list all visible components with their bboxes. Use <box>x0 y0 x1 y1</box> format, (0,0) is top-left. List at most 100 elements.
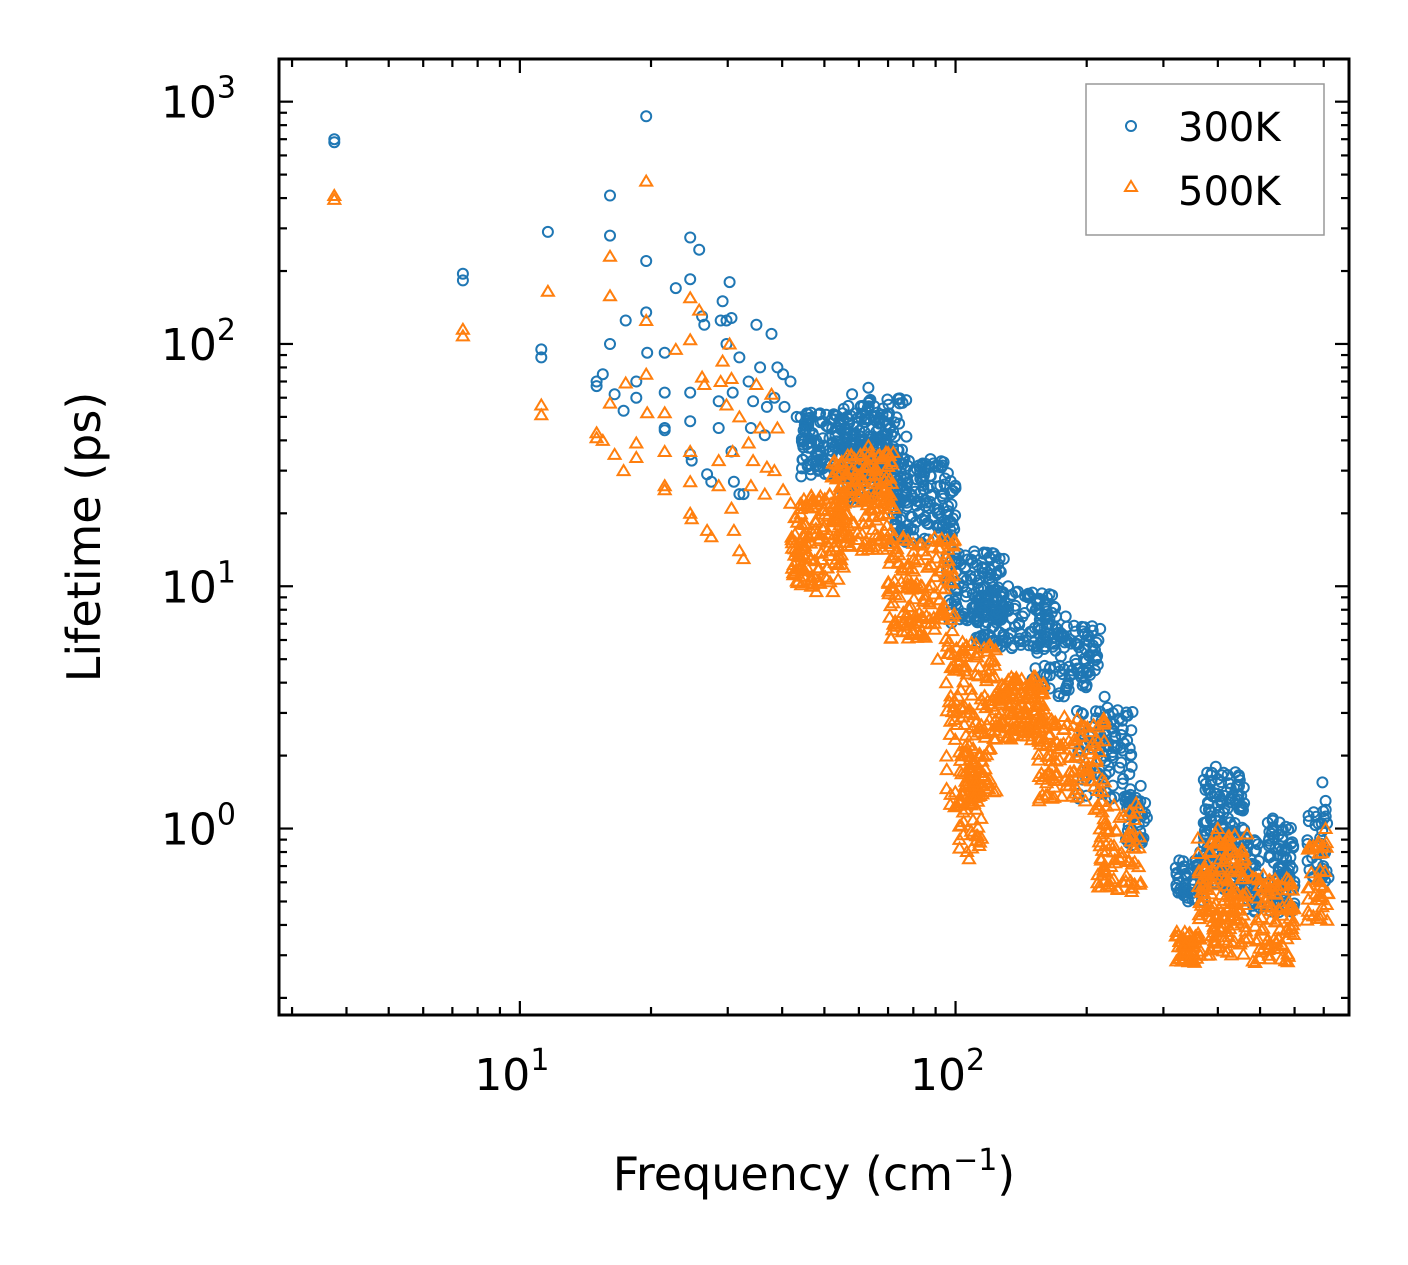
data-point <box>893 397 906 410</box>
data-point <box>888 430 901 443</box>
data-point <box>1118 873 1134 887</box>
data-point <box>769 420 786 434</box>
data-point <box>987 642 1004 656</box>
data-point <box>604 189 616 202</box>
data-point <box>1234 844 1251 858</box>
data-point <box>914 543 930 557</box>
data-point <box>723 371 740 384</box>
data-point <box>1060 773 1077 787</box>
data-point <box>1058 636 1071 649</box>
data-point <box>1214 896 1231 909</box>
data-point <box>909 613 925 627</box>
data-point <box>1018 720 1035 734</box>
data-point <box>852 432 865 445</box>
data-point <box>799 497 815 511</box>
data-point <box>656 405 673 419</box>
data-point <box>996 679 1013 693</box>
data-point <box>986 653 1002 666</box>
data-point <box>742 375 755 388</box>
data-point <box>1303 865 1320 879</box>
data-point <box>796 529 812 543</box>
data-point <box>906 551 922 565</box>
data-point <box>1235 892 1251 906</box>
data-point <box>1023 732 1040 746</box>
data-point <box>805 406 818 419</box>
data-point <box>939 532 956 546</box>
data-point <box>705 475 718 488</box>
data-point <box>971 762 988 776</box>
data-point <box>936 459 949 472</box>
data-point <box>691 302 707 316</box>
data-point <box>846 388 859 401</box>
data-point <box>1265 874 1281 888</box>
data-point <box>1034 623 1046 636</box>
data-point <box>1107 855 1124 869</box>
data-point <box>640 110 653 123</box>
data-point <box>963 635 980 648</box>
data-point <box>684 415 697 428</box>
data-point <box>974 602 987 615</box>
data-point <box>965 812 981 826</box>
data-point <box>881 555 898 569</box>
data-point <box>696 377 713 390</box>
data-point <box>971 719 987 733</box>
data-point <box>1127 805 1144 819</box>
data-point <box>1096 815 1113 829</box>
data-point <box>1248 933 1264 947</box>
data-point <box>766 463 783 477</box>
data-point <box>994 677 1010 691</box>
data-point <box>796 516 813 529</box>
data-point <box>1280 882 1297 896</box>
data-point <box>1061 749 1078 763</box>
data-point <box>882 598 899 612</box>
data-point <box>863 502 880 516</box>
data-point <box>942 786 959 800</box>
data-point <box>1223 947 1240 961</box>
data-point <box>998 630 1011 643</box>
data-point <box>1000 730 1016 744</box>
data-point <box>1255 867 1272 881</box>
data-point <box>880 458 896 472</box>
data-point <box>883 630 899 644</box>
data-point <box>782 495 799 509</box>
data-point <box>1227 845 1244 858</box>
data-point <box>712 395 725 408</box>
data-point <box>904 561 920 575</box>
data-point <box>931 592 948 606</box>
data-point <box>905 543 922 557</box>
data-point <box>1065 764 1082 778</box>
data-point <box>836 495 853 509</box>
data-point <box>757 486 773 500</box>
data-point <box>326 188 343 201</box>
data-point <box>1280 852 1293 865</box>
data-point <box>1276 830 1289 843</box>
data-point <box>735 551 752 565</box>
data-point <box>984 552 997 565</box>
data-point <box>937 519 949 532</box>
data-point <box>871 447 888 461</box>
data-point <box>873 492 890 506</box>
data-point <box>1080 681 1092 694</box>
data-point <box>1192 943 1209 957</box>
data-point <box>1005 671 1022 685</box>
data-point <box>1261 947 1277 961</box>
data-point <box>833 479 849 493</box>
data-point <box>1183 949 1199 963</box>
data-point <box>933 519 946 532</box>
data-point <box>1223 911 1240 925</box>
data-point <box>939 762 955 776</box>
data-point <box>898 606 915 620</box>
data-point <box>945 498 958 511</box>
data-point <box>1270 940 1286 954</box>
data-point <box>1055 735 1072 749</box>
data-point <box>854 400 867 413</box>
data-point <box>972 590 984 603</box>
y-tick-label: 102 <box>161 313 236 371</box>
data-point <box>588 430 605 444</box>
data-point <box>1043 759 1060 773</box>
data-point <box>869 410 882 423</box>
data-point <box>850 471 867 485</box>
data-point <box>1125 760 1138 773</box>
data-point <box>1040 766 1057 779</box>
data-point <box>1018 607 1031 619</box>
